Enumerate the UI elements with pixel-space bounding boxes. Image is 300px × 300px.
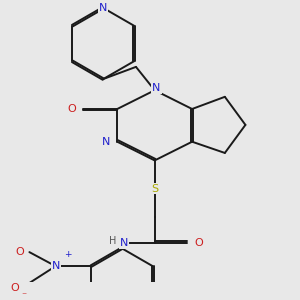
Text: O: O — [10, 283, 19, 293]
Text: +: + — [64, 250, 71, 260]
Text: N: N — [51, 261, 60, 271]
Text: ⁻: ⁻ — [21, 291, 26, 300]
Text: O: O — [67, 104, 76, 114]
Text: N: N — [102, 137, 110, 147]
Text: N: N — [99, 3, 107, 13]
Text: S: S — [151, 184, 158, 194]
Text: H: H — [109, 236, 116, 246]
Text: N: N — [152, 83, 161, 93]
Text: O: O — [16, 247, 24, 257]
Text: O: O — [194, 238, 203, 248]
Text: N: N — [120, 238, 128, 248]
